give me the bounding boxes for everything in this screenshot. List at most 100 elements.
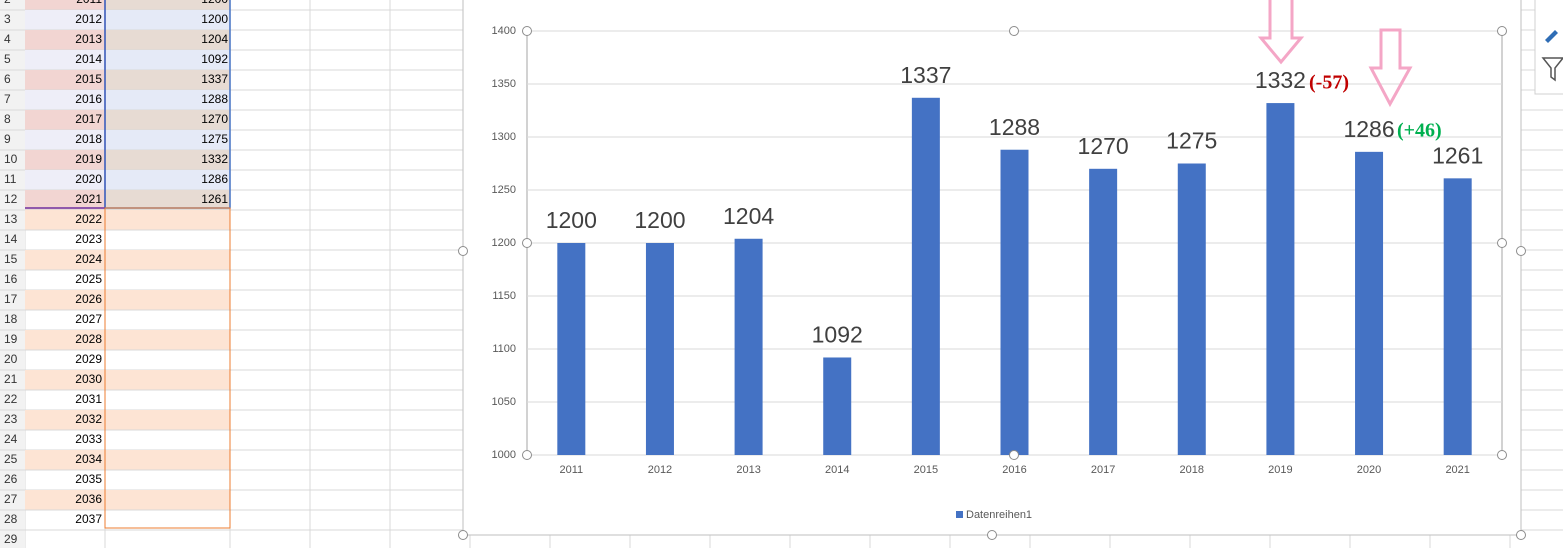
- chart-area[interactable]: [462, 0, 1522, 536]
- cell: [25, 410, 230, 430]
- y-tick-label: 1250: [492, 184, 516, 196]
- resize-handle[interactable]: [987, 530, 997, 540]
- cell: [105, 110, 230, 130]
- data-label: 1286: [1343, 116, 1394, 142]
- cell-year: 2024: [75, 252, 102, 266]
- resize-handle[interactable]: [1516, 246, 1526, 256]
- x-tick-label: 2019: [1268, 464, 1292, 476]
- row-number: 28: [4, 512, 18, 526]
- row-number: 3: [4, 12, 11, 26]
- resize-handle[interactable]: [522, 238, 532, 248]
- x-tick-label: 2020: [1357, 464, 1381, 476]
- y-tick-label: 1350: [492, 78, 516, 90]
- selection: [104, 207, 231, 529]
- cell-value: 1261: [201, 192, 228, 206]
- cell: [25, 210, 230, 230]
- row-number: 5: [4, 52, 11, 66]
- y-tick-label: 1200: [492, 237, 516, 249]
- resize-handle[interactable]: [458, 246, 468, 256]
- bar: [1266, 103, 1295, 455]
- annotation: (+46): [1397, 120, 1442, 142]
- cell-value: 1337: [201, 72, 228, 86]
- row-number: 10: [4, 152, 18, 166]
- cell-year: 2013: [75, 32, 102, 46]
- row-number: 21: [4, 372, 18, 386]
- cell-value: 1204: [201, 32, 228, 46]
- cell-year: 2022: [75, 212, 102, 226]
- cell-year: 2032: [75, 412, 102, 426]
- cell: [25, 110, 105, 130]
- cell-year: 2035: [75, 472, 102, 486]
- resize-handle[interactable]: [1497, 26, 1507, 36]
- cell-year: 2036: [75, 492, 102, 506]
- bar: [1355, 151, 1384, 455]
- resize-handle[interactable]: [1009, 26, 1019, 36]
- bar: [1443, 178, 1472, 455]
- data-label: 1092: [812, 322, 863, 348]
- row-number: 16: [4, 272, 18, 286]
- cell: [25, 150, 105, 170]
- cell-year: 2012: [75, 12, 102, 26]
- resize-handle[interactable]: [1497, 238, 1507, 248]
- cell: [105, 90, 230, 110]
- cell-value: 1092: [201, 52, 228, 66]
- bar: [734, 238, 763, 455]
- chart: 1000 1050 1100 1150 1200 1250 1300 1350 1400 1200…: [458, 0, 1526, 540]
- cell: [105, 30, 230, 50]
- x-tick-label: 2018: [1180, 464, 1204, 476]
- cell-year: 2023: [75, 232, 102, 246]
- row-number: 2: [4, 0, 11, 6]
- cell-year: 2029: [75, 352, 102, 366]
- filter-icon[interactable]: [1541, 57, 1563, 82]
- cell: [25, 10, 105, 30]
- cell: [105, 150, 230, 170]
- cell: [25, 250, 230, 270]
- row-number: 15: [4, 252, 18, 266]
- cell-year: 2018: [75, 132, 102, 146]
- data-label: 1337: [900, 62, 951, 88]
- row-number: 25: [4, 452, 18, 466]
- resize-handle[interactable]: [458, 530, 468, 540]
- arrow-shape[interactable]: [1368, 28, 1413, 108]
- cell: [105, 190, 230, 210]
- x-tick-label: 2013: [736, 464, 760, 476]
- data-label: 1332: [1255, 67, 1306, 93]
- style-icon[interactable]: [1545, 30, 1558, 43]
- cell-value: 1332: [201, 152, 228, 166]
- bar: [1177, 163, 1206, 455]
- x-tick-label: 2014: [825, 464, 849, 476]
- cell-year: 2025: [75, 272, 102, 286]
- cell-year: 2028: [75, 332, 102, 346]
- resize-handle[interactable]: [1497, 450, 1507, 460]
- row-number: 19: [4, 332, 18, 346]
- resize-handle[interactable]: [1516, 530, 1526, 540]
- cell: [105, 70, 230, 90]
- resize-handle[interactable]: [522, 26, 532, 36]
- row-number: 4: [4, 32, 11, 46]
- row-header: [0, 0, 25, 548]
- cell: [25, 290, 230, 310]
- x-tick-label: 2017: [1091, 464, 1115, 476]
- row-number: 9: [4, 132, 11, 146]
- legend-label: Datenreihen1: [966, 509, 1032, 521]
- row-number: 27: [4, 492, 18, 506]
- cell-year: 2037: [75, 512, 102, 526]
- resize-handle[interactable]: [522, 450, 532, 460]
- row-number: 23: [4, 412, 18, 426]
- row-number: 17: [4, 292, 18, 306]
- cell-year: 2020: [75, 172, 102, 186]
- cell: [25, 450, 230, 470]
- bar: [1000, 149, 1029, 455]
- row-number: 11: [4, 172, 17, 186]
- bar: [557, 243, 586, 455]
- row-number: 24: [4, 432, 18, 446]
- cell-year: 2033: [75, 432, 102, 446]
- resize-handle[interactable]: [1009, 450, 1019, 460]
- cell: [25, 130, 105, 150]
- arrow-shape[interactable]: [1257, 0, 1305, 65]
- cell: [25, 190, 105, 210]
- row-number: 14: [4, 232, 18, 246]
- cell-year: 2011: [76, 0, 102, 6]
- cell-value: 1286: [201, 172, 228, 186]
